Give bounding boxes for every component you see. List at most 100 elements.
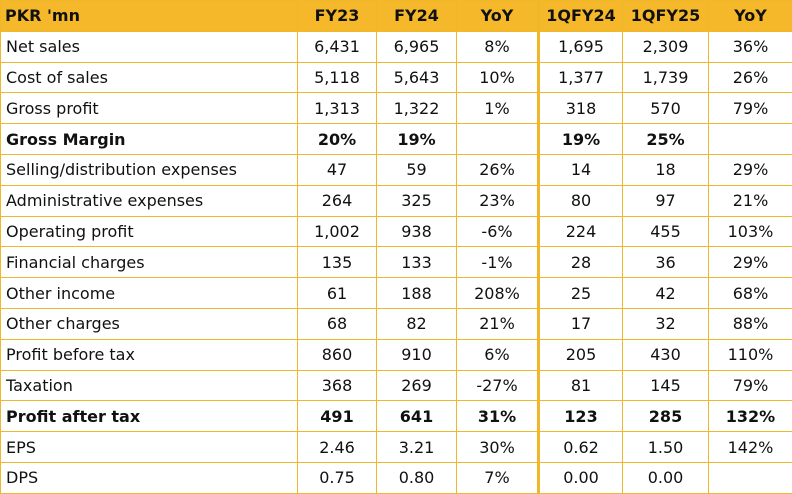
fy23-value: 1,002 [298,216,377,247]
fy24-value: 910 [377,339,457,370]
row-label: Net sales [1,31,298,62]
yoy-quarterly-value: 36% [709,31,792,62]
yoy-annual-value: 1% [457,93,539,124]
row-label: Taxation [1,370,298,401]
1qfy25-value: 18 [623,154,709,185]
yoy-quarterly-value: 29% [709,154,792,185]
row-label: Selling/distribution expenses [1,154,298,185]
1qfy25-value: 25% [623,124,709,155]
1qfy25-value: 570 [623,93,709,124]
yoy-annual-value: 30% [457,432,539,463]
1qfy24-value: 205 [539,339,623,370]
yoy-quarterly-value: 88% [709,308,792,339]
fy23-value: 860 [298,339,377,370]
fy23-value: 368 [298,370,377,401]
yoy-quarterly-value: 79% [709,370,792,401]
fy24-value: 82 [377,308,457,339]
1qfy24-value: 224 [539,216,623,247]
fy23-value: 5,118 [298,62,377,93]
1qfy25-value: 32 [623,308,709,339]
row-label: Other charges [1,308,298,339]
yoy-annual-value: -6% [457,216,539,247]
1qfy25-value: 97 [623,185,709,216]
yoy-quarterly-value: 103% [709,216,792,247]
row-label: Gross profit [1,93,298,124]
yoy-quarterly-value: 132% [709,401,792,432]
1qfy24-value: 17 [539,308,623,339]
1qfy24-value: 80 [539,185,623,216]
header-label: PKR 'mn [1,1,298,32]
1qfy25-value: 1,739 [623,62,709,93]
1qfy24-value: 1,695 [539,31,623,62]
1qfy24-value: 25 [539,278,623,309]
yoy-annual-value: 8% [457,31,539,62]
fy24-value: 938 [377,216,457,247]
row-label: Cost of sales [1,62,298,93]
fy23-value: 135 [298,247,377,278]
fy24-value: 325 [377,185,457,216]
1qfy25-value: 2,309 [623,31,709,62]
1qfy25-value: 0.00 [623,462,709,493]
yoy-quarterly-value: 26% [709,62,792,93]
yoy-annual-value: -27% [457,370,539,401]
row-label: Operating profit [1,216,298,247]
1qfy25-value: 42 [623,278,709,309]
fy24-value: 19% [377,124,457,155]
yoy-annual-value [457,124,539,155]
fy24-value: 6,965 [377,31,457,62]
yoy-quarterly-value: 68% [709,278,792,309]
yoy-quarterly-value: 79% [709,93,792,124]
fy24-value: 0.80 [377,462,457,493]
1qfy24-value: 123 [539,401,623,432]
1qfy25-value: 285 [623,401,709,432]
yoy-annual-value: 10% [457,62,539,93]
yoy-quarterly-value [709,124,792,155]
1qfy24-value: 81 [539,370,623,401]
fy24-value: 269 [377,370,457,401]
1qfy24-value: 0.00 [539,462,623,493]
fy24-value: 3.21 [377,432,457,463]
yoy-annual-value: -1% [457,247,539,278]
row-label: DPS [1,462,298,493]
fy24-value: 133 [377,247,457,278]
yoy-annual-value: 6% [457,339,539,370]
1qfy24-value: 19% [539,124,623,155]
header-yoy-quarterly: YoY [709,1,792,32]
1qfy25-value: 455 [623,216,709,247]
1qfy24-value: 1,377 [539,62,623,93]
row-label: Gross Margin [1,124,298,155]
row-label: Profit before tax [1,339,298,370]
1qfy24-value: 318 [539,93,623,124]
row-label: Profit after tax [1,401,298,432]
1qfy24-value: 0.62 [539,432,623,463]
fy23-value: 2.46 [298,432,377,463]
header-yoy-annual: YoY [457,1,539,32]
yoy-quarterly-value: 29% [709,247,792,278]
yoy-annual-value: 23% [457,185,539,216]
yoy-annual-value: 31% [457,401,539,432]
fy24-value: 5,643 [377,62,457,93]
yoy-quarterly-value: 142% [709,432,792,463]
yoy-quarterly-value [709,462,792,493]
header-1qfy25: 1QFY25 [623,1,709,32]
1qfy24-value: 28 [539,247,623,278]
row-label: Financial charges [1,247,298,278]
fy23-value: 6,431 [298,31,377,62]
1qfy24-value: 14 [539,154,623,185]
fy23-value: 47 [298,154,377,185]
yoy-quarterly-value: 110% [709,339,792,370]
